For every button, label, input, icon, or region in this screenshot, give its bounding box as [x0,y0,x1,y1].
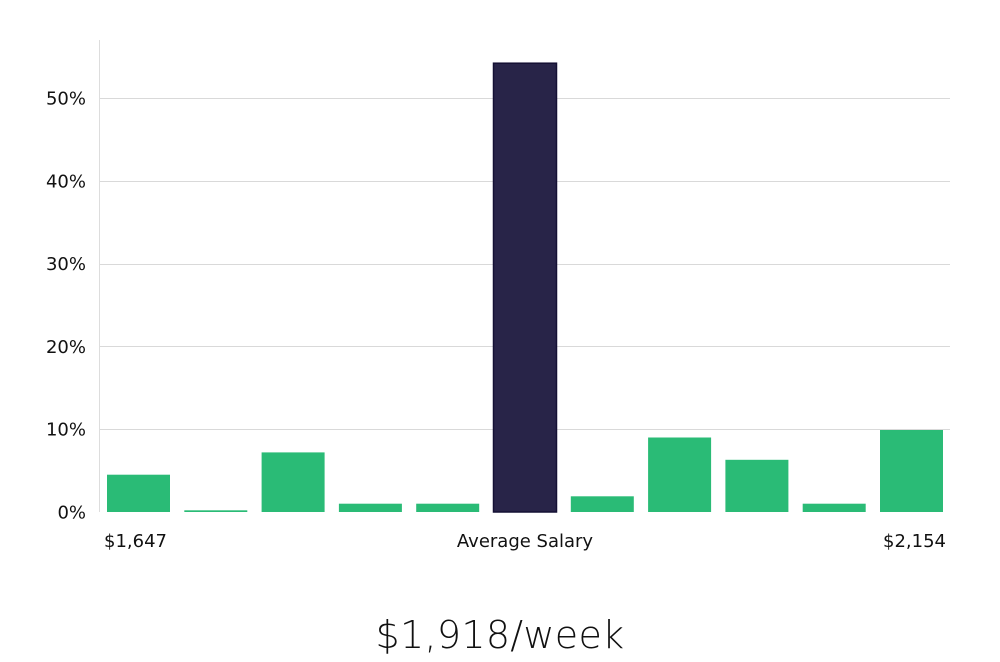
bar [802,503,866,512]
y-tick-label: 50% [46,89,86,110]
y-tick-label: 10% [46,420,86,441]
x-label-center: Average Salary [457,531,594,552]
bar-average-salary [492,62,558,513]
y-tick-label: 20% [46,337,86,358]
bars [107,62,943,513]
bar [648,437,712,512]
bar [338,503,402,512]
bar [107,474,170,512]
bar [570,496,634,512]
y-tick-labels: 0% 10% 20% 30% 40% 50% [46,89,86,524]
y-tick-label: 30% [46,254,86,275]
bar [416,503,480,512]
x-label-max: $2,154 [883,531,946,552]
average-salary-value: $1,918/week [375,613,625,657]
bar [184,510,248,512]
y-tick-label: 40% [46,171,86,192]
bar [261,452,325,512]
bar [880,430,943,512]
bar [725,459,789,512]
x-label-min: $1,647 [104,531,167,552]
y-tick-label: 0% [57,503,86,524]
